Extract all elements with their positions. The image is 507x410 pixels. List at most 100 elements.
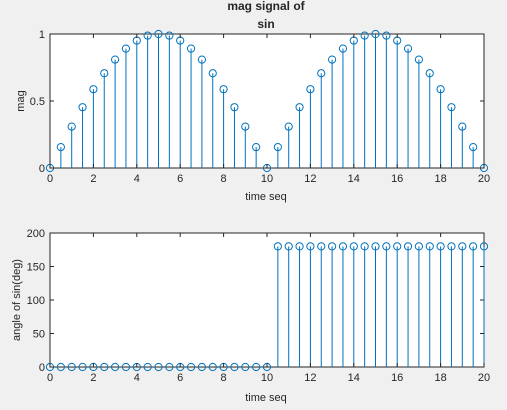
magnitude-stem-marker xyxy=(165,31,174,40)
magnitude-y-tick-label: 1 xyxy=(39,29,45,41)
angle-y-tick-label: 150 xyxy=(27,262,45,274)
angle-y-axis-label: angle of sin(deg) xyxy=(11,259,23,341)
angle-stem-marker xyxy=(469,242,478,251)
angle-y-tick-label: 100 xyxy=(27,295,45,307)
angle-stem-marker xyxy=(186,362,196,372)
angle-y-tick-label: 50 xyxy=(33,329,45,341)
magnitude-stem-marker xyxy=(252,142,261,152)
magnitude-stem-marker xyxy=(154,29,163,39)
magnitude-stem-marker xyxy=(241,122,250,131)
magnitude-stem-marker xyxy=(284,122,293,131)
magnitude-stem-marker xyxy=(197,55,206,64)
angle-x-tick-label: 0 xyxy=(47,372,53,384)
angle-subplot: time seq angle of sin(deg) 0 2 4 6 8 10 12 14 16… xyxy=(11,228,490,404)
angle-x-tick-label: 12 xyxy=(304,372,316,384)
magnitude-title-line-2: sin xyxy=(257,17,274,31)
magnitude-stem-marker xyxy=(371,29,380,39)
angle-stem-marker xyxy=(154,362,163,372)
angle-stem-marker xyxy=(208,362,217,372)
magnitude-stem-marker xyxy=(414,55,423,64)
angle-x-tick-label: 18 xyxy=(434,372,446,384)
angle-stem-marker xyxy=(56,362,65,372)
magnitude-title-line-1: mag signal of xyxy=(227,0,305,13)
magnitude-stem-marker xyxy=(56,142,65,152)
magnitude-x-tick-label: 16 xyxy=(391,173,403,185)
angle-x-tick-label: 14 xyxy=(348,372,360,384)
angle-stem-marker xyxy=(425,242,434,251)
angle-stem-marker xyxy=(349,242,358,251)
angle-stem-marker xyxy=(306,242,315,251)
angle-stem-marker xyxy=(67,362,76,372)
magnitude-stem-marker xyxy=(458,122,467,131)
angle-stem-marker xyxy=(414,242,423,251)
magnitude-x-tick-label: 20 xyxy=(478,173,490,185)
angle-stem-marker xyxy=(458,242,467,251)
magnitude-stem-marker xyxy=(338,44,348,53)
magnitude-stem-marker xyxy=(186,44,196,53)
magnitude-subplot: mag signal of sin time seq mag 0 2 4 6 8 10 12… xyxy=(15,0,490,203)
magnitude-x-tick-label: 14 xyxy=(348,173,360,185)
angle-stem-marker xyxy=(403,242,413,251)
angle-x-axis-label: time seq xyxy=(245,392,287,404)
angle-stem-marker xyxy=(111,362,120,372)
angle-x-tick-label: 16 xyxy=(391,372,403,384)
magnitude-x-tick-label: 4 xyxy=(134,173,140,185)
magnitude-stem-marker xyxy=(219,85,228,94)
magnitude-x-tick-label: 2 xyxy=(90,173,96,185)
angle-stem-marker xyxy=(393,242,402,251)
angle-stem-marker xyxy=(252,362,261,372)
magnitude-stem-marker xyxy=(67,122,76,131)
angle-stem-marker xyxy=(230,362,239,372)
magnitude-stem-marker xyxy=(403,44,413,53)
magnitude-stem-marker xyxy=(317,69,326,78)
magnitude-stem-marker xyxy=(111,55,120,64)
angle-stem-marker xyxy=(338,242,348,251)
magnitude-x-tick-label: 12 xyxy=(304,173,316,185)
angle-stem-marker xyxy=(382,242,391,251)
magnitude-stem-marker xyxy=(436,85,445,94)
magnitude-stem-marker xyxy=(295,103,304,112)
magnitude-stem-marker xyxy=(100,69,109,78)
angle-stem-marker xyxy=(165,362,174,372)
magnitude-x-tick-label: 10 xyxy=(261,173,273,185)
angle-stem-marker xyxy=(360,242,369,251)
magnitude-x-tick-label: 0 xyxy=(47,173,53,185)
angle-stem-marker xyxy=(121,362,131,372)
magnitude-stem-marker xyxy=(328,55,337,64)
angle-stem-marker xyxy=(447,242,456,251)
angle-stem-marker xyxy=(479,242,489,251)
angle-stem-marker xyxy=(328,242,337,251)
magnitude-x-axis-label: time seq xyxy=(245,191,287,203)
magnitude-stem-marker xyxy=(208,69,217,78)
magnitude-x-tick-label: 18 xyxy=(434,173,446,185)
angle-y-tick-label: 200 xyxy=(27,228,45,240)
magnitude-stem-marker xyxy=(382,31,391,40)
magnitude-stem-marker xyxy=(121,44,131,53)
magnitude-stem-marker xyxy=(89,85,98,94)
magnitude-stem-marker xyxy=(230,103,239,112)
angle-stem-marker xyxy=(78,362,87,372)
angle-x-tick-label: 8 xyxy=(221,372,227,384)
angle-stem-marker xyxy=(273,242,282,251)
magnitude-y-tick-label: 0.5 xyxy=(30,96,45,108)
angle-x-tick-label: 6 xyxy=(177,372,183,384)
angle-stem-marker xyxy=(317,242,326,251)
angle-x-tick-label: 4 xyxy=(134,372,140,384)
magnitude-stem-marker xyxy=(273,142,282,152)
magnitude-stem-marker xyxy=(469,142,478,152)
magnitude-plot-area xyxy=(49,33,485,169)
magnitude-y-tick-label: 0 xyxy=(39,163,45,175)
magnitude-x-tick-label: 8 xyxy=(221,173,227,185)
angle-x-tick-label: 10 xyxy=(261,372,273,384)
angle-stem-marker xyxy=(197,362,206,372)
angle-stem-marker xyxy=(241,362,250,372)
angle-stem-marker xyxy=(100,362,109,372)
angle-x-tick-label: 20 xyxy=(478,372,490,384)
magnitude-stem-marker xyxy=(360,31,369,40)
angle-stem-marker xyxy=(295,242,304,251)
magnitude-stem-marker xyxy=(425,69,434,78)
magnitude-x-tick-label: 6 xyxy=(177,173,183,185)
magnitude-stem-marker xyxy=(78,103,87,112)
angle-stem-marker xyxy=(436,242,445,251)
